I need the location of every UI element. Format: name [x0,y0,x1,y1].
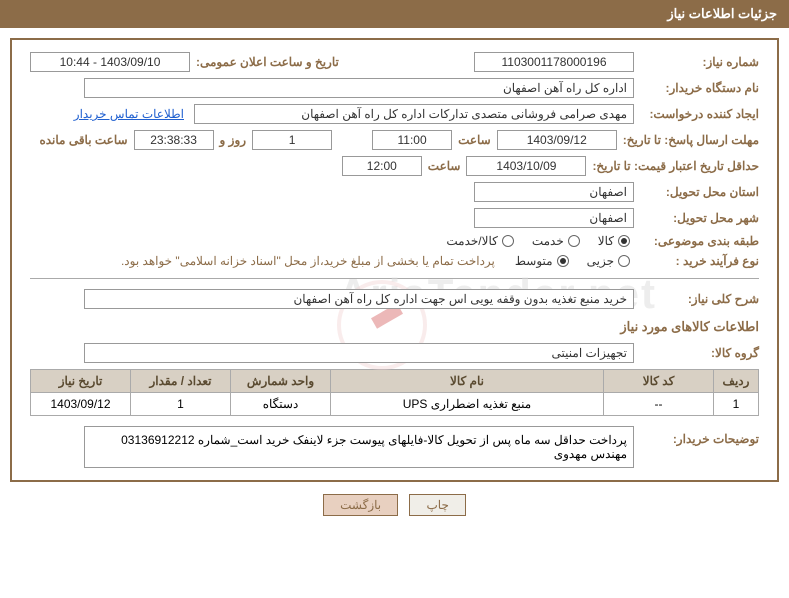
validity-time-field [342,156,422,176]
need-number-label: شماره نیاز: [634,55,759,69]
city-label: شهر محل تحویل: [634,211,759,225]
deadline-date-field [497,130,617,150]
requester-field [194,104,634,124]
group-label: گروه کالا: [634,346,759,360]
days-label: روز و [214,133,253,147]
buyer-desc-field: پرداخت حداقل سه ماه پس از تحویل کالا-فای… [84,426,634,468]
td-index: 1 [714,393,759,416]
page-title: جزئیات اطلاعات نیاز [667,6,777,21]
divider-1 [30,278,759,279]
td-qty: 1 [131,393,231,416]
province-field [474,182,634,202]
announce-label: تاریخ و ساعت اعلان عمومی: [190,55,345,69]
print-button[interactable]: چاپ [409,494,465,516]
deadline-label: مهلت ارسال پاسخ: تا تاریخ: [617,133,759,147]
td-name: منبع تغذیه اضطراری UPS [331,393,604,416]
city-field [474,208,634,228]
category-radio-service[interactable]: خدمت [532,234,580,248]
process-radio-group: جزیی متوسط [515,254,634,268]
time-remaining-field [134,130,214,150]
td-unit: دستگاه [231,393,331,416]
table-row: 1 -- منبع تغذیه اضطراری UPS دستگاه 1 140… [31,393,759,416]
process-radio-minor[interactable]: جزیی [587,254,630,268]
announce-field [30,52,190,72]
category-radio-goods[interactable]: کالا [598,234,630,248]
page-header: جزئیات اطلاعات نیاز [0,0,789,28]
days-remaining-field [252,130,332,150]
requester-label: ایجاد کننده درخواست: [634,107,759,121]
category-label: طبقه بندی موضوعی: [634,234,759,248]
back-button[interactable]: بازگشت [323,494,398,516]
table-header-row: ردیف کد کالا نام کالا واحد شمارش تعداد /… [31,370,759,393]
need-number-field [474,52,634,72]
payment-note: پرداخت تمام یا بخشی از مبلغ خرید،از محل … [121,254,515,268]
process-radio-medium[interactable]: متوسط [515,254,569,268]
th-name: نام کالا [331,370,604,393]
category-radio-group: کالا خدمت کالا/خدمت [446,234,634,248]
remaining-label: ساعت باقی مانده [33,133,133,147]
goods-table: ردیف کد کالا نام کالا واحد شمارش تعداد /… [30,369,759,416]
overview-field [84,289,634,309]
province-label: استان محل تحویل: [634,185,759,199]
th-code: کد کالا [604,370,714,393]
validity-time-label: ساعت [422,159,467,173]
goods-section-title: اطلاعات کالاهای مورد نیاز [30,319,759,335]
main-container: AriaTender.net شماره نیاز: تاریخ و ساعت … [10,38,779,482]
validity-date-field [466,156,586,176]
td-code: -- [604,393,714,416]
overview-label: شرح کلی نیاز: [634,292,759,306]
buyer-desc-label: توضیحات خریدار: [634,426,759,446]
button-row: چاپ بازگشت [0,494,789,516]
category-radio-both[interactable]: کالا/خدمت [446,234,513,248]
buyer-org-field [84,78,634,98]
buyer-org-label: نام دستگاه خریدار: [634,81,759,95]
process-label: نوع فرآیند خرید : [634,254,759,268]
group-field [84,343,634,363]
th-unit: واحد شمارش [231,370,331,393]
th-date: تاریخ نیاز [31,370,131,393]
th-index: ردیف [714,370,759,393]
td-date: 1403/09/12 [31,393,131,416]
contact-link[interactable]: اطلاعات تماس خریدار [74,107,194,121]
validity-label: حداقل تاریخ اعتبار قیمت: تا تاریخ: [586,159,759,173]
th-qty: تعداد / مقدار [131,370,231,393]
deadline-time-label: ساعت [452,133,497,147]
deadline-time-field [372,130,452,150]
